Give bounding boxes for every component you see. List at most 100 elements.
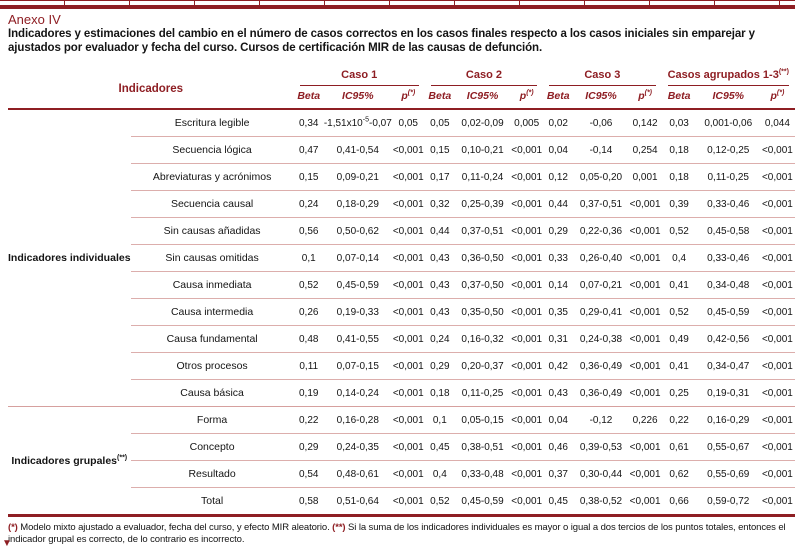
value-cell: 0,24-0,35 — [323, 433, 392, 461]
value-cell: 0,11-0,25 — [454, 379, 511, 407]
results-table: Indicadores Caso 1 Caso 2 Caso 3 Casos agrup… — [8, 68, 795, 518]
value-cell: <0,001 — [628, 352, 662, 380]
value-cell: 0,19 — [293, 379, 324, 407]
value-cell: 0,37-0,50 — [454, 271, 511, 299]
value-cell: 0,20-0,37 — [454, 352, 511, 380]
value-cell: <0,001 — [391, 244, 425, 272]
indicator-name-cell: Concepto — [130, 433, 294, 461]
value-cell: <0,001 — [510, 163, 544, 191]
value-cell: 0,43 — [543, 379, 574, 407]
table-row: Total 0,58 0,51-0,64 <0,001 0,52 0,45-0,59 <0,… — [8, 487, 795, 516]
value-cell: 0,51-0,64 — [323, 487, 392, 516]
row-group-label: Indicadores individuales — [8, 252, 131, 265]
value-cell: <0,001 — [759, 217, 795, 245]
value-cell: 0,62 — [661, 460, 697, 488]
value-cell: <0,001 — [628, 487, 662, 516]
annex-label: Anexo IV — [8, 12, 61, 27]
table-row: Causa inmediata 0,52 0,45-0,59 <0,001 0,43 0,… — [8, 271, 795, 299]
value-cell: 0,24 — [293, 190, 324, 218]
value-cell: 0,61 — [661, 433, 697, 461]
value-cell: 0,30-0,44 — [573, 460, 629, 488]
value-cell: 0,34-0,48 — [696, 271, 760, 299]
value-cell: 0,001 — [628, 163, 662, 191]
footnote-text: Si la suma de los indicadores individual… — [8, 522, 786, 546]
value-cell: <0,001 — [510, 136, 544, 164]
value-cell: 0,02 — [548, 117, 568, 129]
indicator-name-cell: Sin causas omitidas — [130, 244, 294, 272]
indicator-name-cell: Secuencia causal — [130, 190, 294, 218]
value-cell: <0,001 — [391, 487, 425, 516]
value-cell: <0,001 — [391, 433, 425, 461]
top-thick-bar — [0, 5, 795, 9]
value-cell: 0,54 — [293, 460, 324, 488]
indicator-name-cell: Causa intermedia — [130, 298, 294, 326]
footnote-text: Modelo mixto ajustado a evaluador, fecha… — [20, 522, 333, 534]
value-cell: <0,001 — [510, 406, 544, 434]
value-cell: 0,47 — [293, 136, 324, 164]
table-row: Otros procesos 0,11 0,07-0,15 <0,001 0,29 0,2… — [8, 352, 795, 380]
value-cell: <0,001 — [759, 136, 795, 164]
value-cell: 0,29 — [543, 217, 574, 245]
value-cell: <0,001 — [391, 325, 425, 353]
value-cell: 0,38-0,52 — [573, 487, 629, 516]
value-cell: 0,4 — [661, 244, 697, 272]
table-row: Indicadores grupales(**) Forma 0,22 0,16-0,… — [8, 406, 795, 516]
value-cell: 0,45-0,59 — [454, 487, 511, 516]
value-cell: 0,48-0,61 — [323, 460, 392, 488]
indicator-name-cell: Causa inmediata — [130, 271, 294, 299]
value-cell: 0,32 — [424, 190, 455, 218]
table-row: Causa fundamental 0,48 0,41-0,55 <0,001 0,24… — [8, 325, 795, 353]
value-cell: 0,52 — [661, 217, 697, 245]
top-hairline — [0, 0, 795, 1]
table-row: Secuencia lógica 0,47 0,41-0,54 <0,001 0,15 0… — [8, 136, 795, 164]
value-cell: <0,001 — [391, 271, 425, 299]
value-cell: <0,001 — [628, 271, 662, 299]
table-row: Resultado 0,54 0,48-0,61 <0,001 0,4 0,33-0,48… — [8, 460, 795, 488]
value-cell: 0,34-0,47 — [696, 352, 760, 380]
value-cell: 0,1 — [293, 244, 324, 272]
footnote-marker: (**) — [332, 522, 349, 534]
subheader-p-case3: p(*) — [628, 86, 662, 111]
subheader-beta-case2: Beta — [424, 86, 455, 111]
subheader-ic95-case2: IC95% — [454, 86, 511, 111]
value-cell: 0,24-0,38 — [573, 325, 629, 353]
value-cell: 0,42-0,56 — [696, 325, 760, 353]
value-cell: <0,001 — [759, 325, 795, 353]
value-cell: 0,03 — [669, 117, 689, 129]
value-cell: 0,45-0,59 — [323, 271, 392, 299]
value-cell: 0,33-0,48 — [454, 460, 511, 488]
subheader-p-case2: p(*) — [510, 86, 544, 111]
value-cell: <0,001 — [628, 460, 662, 488]
value-cell: <0,001 — [628, 298, 662, 326]
value-cell: -0,14 — [573, 136, 629, 164]
value-cell: <0,001 — [759, 433, 795, 461]
value-cell: <0,001 — [628, 217, 662, 245]
value-cell: <0,001 — [510, 325, 544, 353]
table-row: Abreviaturas y acrónimos 0,15 0,09-0,21 <0,… — [8, 163, 795, 191]
value-cell: <0,001 — [391, 217, 425, 245]
value-cell: 0,04 — [543, 136, 574, 164]
table-row: Causa intermedia 0,26 0,19-0,33 <0,001 0,43 0… — [8, 298, 795, 326]
case-group-header-2: Caso 2 — [425, 69, 543, 87]
value-cell: <0,001 — [391, 136, 425, 164]
value-cell: 0,34 — [299, 117, 319, 129]
subheader-beta-case1: Beta — [293, 86, 324, 111]
value-cell: 0,11 — [293, 352, 324, 380]
value-cell: 0,19-0,33 — [323, 298, 392, 326]
value-cell: 0,29-0,41 — [573, 298, 629, 326]
value-cell: 0,22 — [661, 406, 697, 434]
value-cell: <0,001 — [759, 460, 795, 488]
indicator-name-cell: Otros procesos — [130, 352, 294, 380]
value-cell: 0,19-0,31 — [696, 379, 760, 407]
value-cell: 0,55-0,67 — [696, 433, 760, 461]
value-cell: 0,35-0,50 — [454, 298, 511, 326]
value-cell: 0,52 — [424, 487, 455, 516]
row-group-label: Indicadores grupales(**) — [8, 406, 131, 516]
value-cell: <0,001 — [391, 406, 425, 434]
value-cell: 0,45 — [424, 433, 455, 461]
value-cell: 0,16-0,28 — [323, 406, 392, 434]
table-row: Indicadores individuales Escritura legibl… — [8, 109, 795, 264]
value-cell: 0,22-0,36 — [573, 217, 629, 245]
value-cell: 0,11-0,24 — [454, 163, 511, 191]
value-cell: <0,001 — [391, 460, 425, 488]
